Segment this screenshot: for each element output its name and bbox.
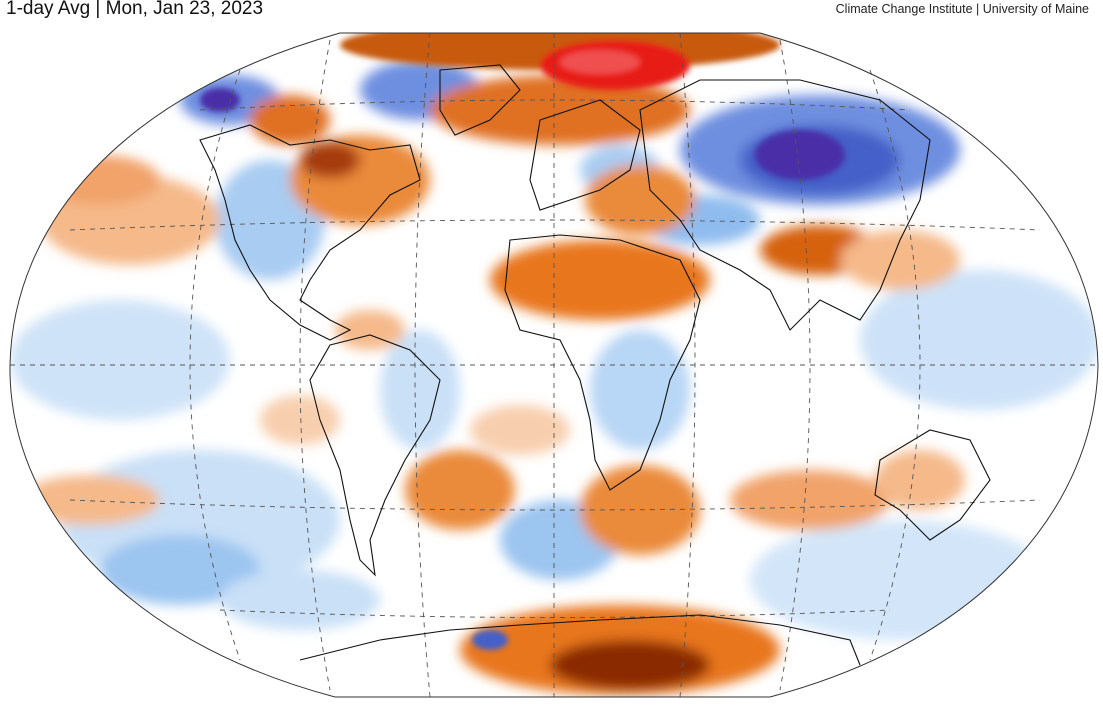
source-credit: Climate Change Institute | University of… bbox=[835, 2, 1089, 16]
globe-outline bbox=[9, 32, 1099, 698]
map-title: 1-day Avg | Mon, Jan 23, 2023 bbox=[6, 0, 264, 19]
graticule bbox=[10, 32, 1098, 698]
coastlines bbox=[199, 64, 991, 666]
